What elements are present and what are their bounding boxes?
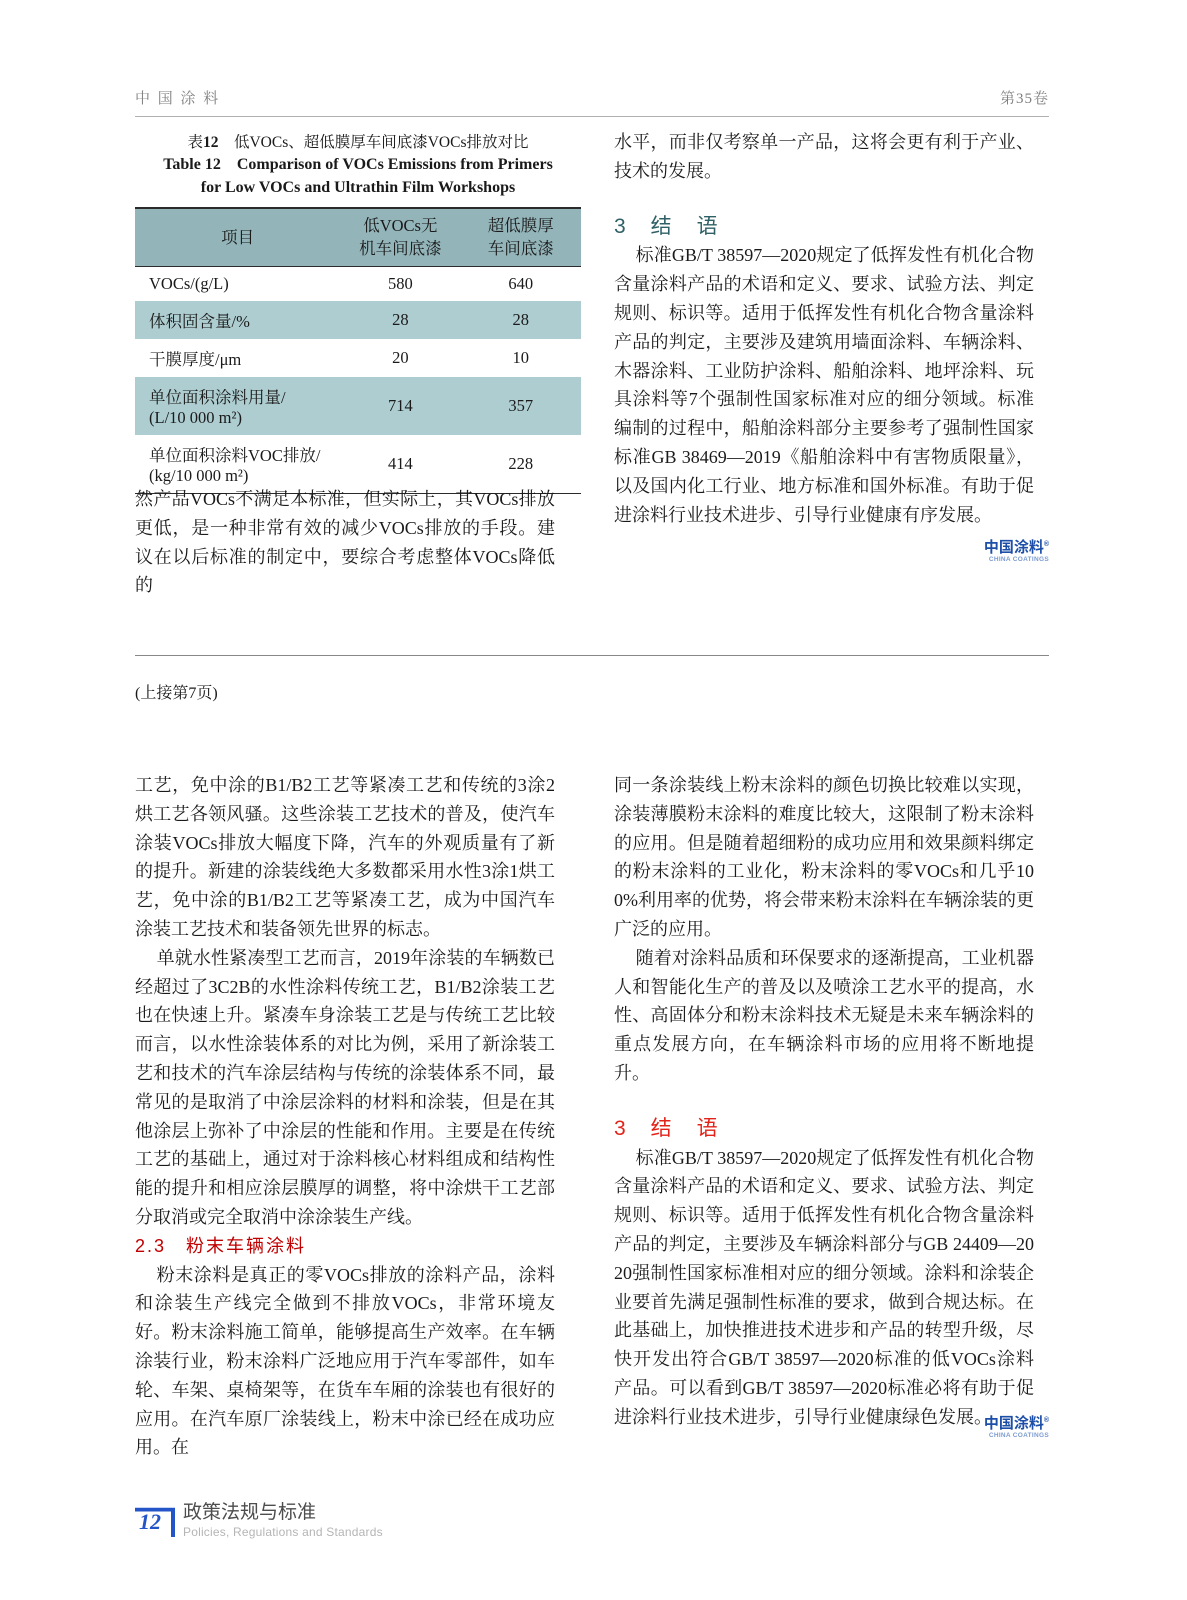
svg-text:12: 12 bbox=[139, 1509, 161, 1534]
